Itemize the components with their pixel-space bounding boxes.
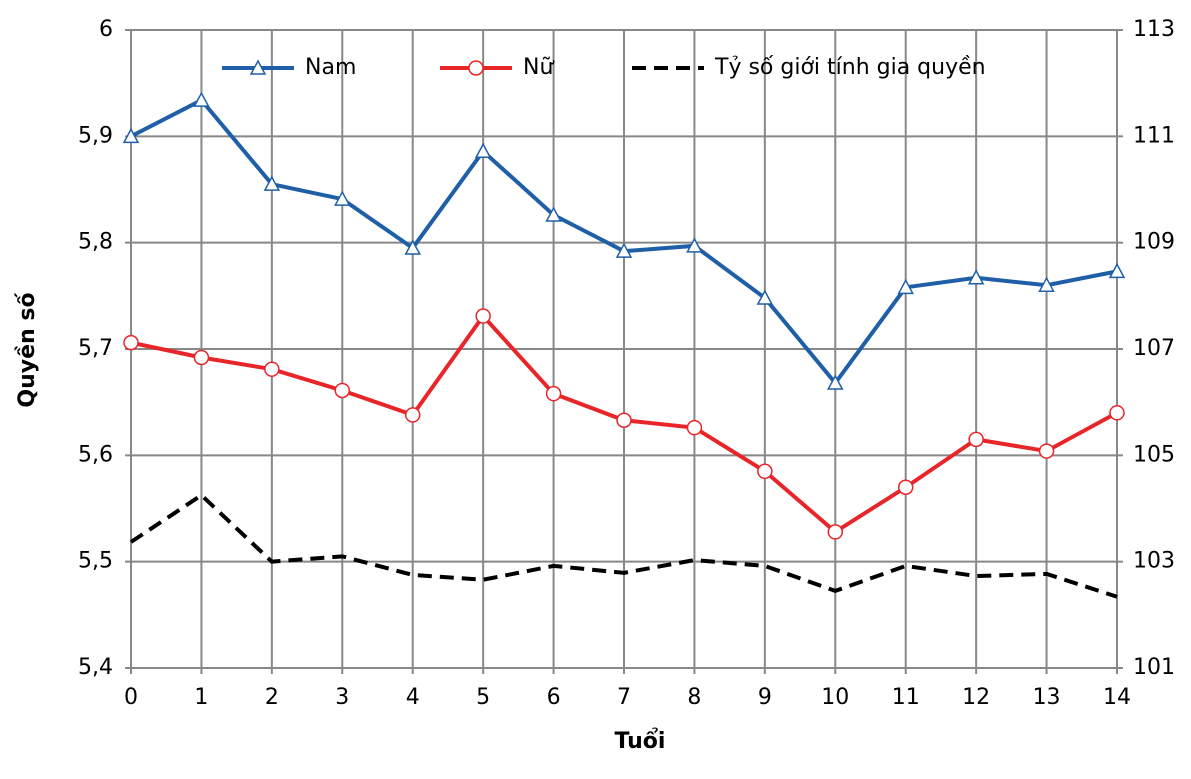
y2-tick-label: 103 bbox=[1133, 549, 1175, 574]
data-point bbox=[686, 419, 703, 436]
y-tick-label: 5,7 bbox=[78, 336, 113, 361]
y2-tick-label: 113 bbox=[1133, 17, 1175, 42]
y-tick-label: 5,9 bbox=[78, 123, 113, 148]
y2-tick-label: 107 bbox=[1133, 336, 1175, 361]
legend-label: Tỷ số giới tính gia quyền bbox=[714, 55, 986, 80]
data-point bbox=[475, 308, 491, 324]
y-tick-label: 5,8 bbox=[78, 230, 113, 255]
y-tick-label: 6 bbox=[99, 17, 113, 42]
legend-marker bbox=[249, 59, 267, 75]
data-point bbox=[474, 142, 492, 158]
data-point bbox=[545, 385, 562, 402]
data-point bbox=[123, 334, 139, 351]
data-point bbox=[404, 407, 421, 423]
data-point bbox=[757, 463, 773, 480]
x-tick-label: 10 bbox=[821, 685, 849, 710]
data-point bbox=[615, 242, 633, 258]
y-tick-label: 5,6 bbox=[78, 442, 113, 467]
data-point bbox=[264, 361, 280, 377]
data-point bbox=[1109, 405, 1125, 421]
data-point bbox=[1108, 262, 1126, 279]
legend-label: Nam bbox=[305, 55, 356, 80]
data-point bbox=[545, 206, 562, 222]
y2-tick-label: 101 bbox=[1133, 655, 1175, 680]
data-point bbox=[616, 412, 632, 428]
legend-label: Nữ bbox=[523, 55, 554, 80]
x-tick-label: 7 bbox=[617, 685, 631, 710]
x-axis-label: Tuổi bbox=[615, 728, 666, 754]
y-axis-label: Quyền số bbox=[15, 292, 40, 407]
data-point bbox=[827, 524, 844, 540]
data-point bbox=[897, 479, 914, 495]
data-point bbox=[827, 374, 844, 390]
series-line bbox=[129, 492, 1118, 599]
data-point bbox=[756, 289, 774, 305]
x-tick-label: 6 bbox=[547, 685, 561, 710]
x-tick-label: 14 bbox=[1103, 685, 1131, 710]
data-point bbox=[193, 349, 210, 366]
data-point bbox=[1038, 276, 1055, 292]
x-tick-label: 0 bbox=[124, 685, 138, 710]
data-point bbox=[897, 278, 914, 295]
x-tick-label: 2 bbox=[265, 685, 279, 710]
x-tick-label: 1 bbox=[194, 685, 208, 710]
data-point bbox=[404, 239, 421, 255]
data-point bbox=[968, 431, 984, 448]
x-tick-label: 8 bbox=[687, 685, 701, 710]
data-point bbox=[967, 269, 985, 285]
data-point bbox=[334, 190, 351, 206]
x-tick-label: 13 bbox=[1033, 685, 1061, 710]
data-point bbox=[122, 127, 140, 144]
data-point bbox=[334, 382, 351, 399]
data-point bbox=[263, 175, 281, 191]
y-tick-label: 5,4 bbox=[78, 655, 113, 680]
data-point bbox=[686, 237, 703, 253]
y2-tick-label: 109 bbox=[1133, 230, 1175, 255]
y2-tick-label: 111 bbox=[1133, 123, 1175, 148]
data-point bbox=[1038, 443, 1055, 459]
y-tick-label: 5,5 bbox=[78, 549, 113, 574]
x-tick-label: 4 bbox=[406, 685, 420, 710]
x-tick-label: 9 bbox=[758, 685, 772, 710]
data-point bbox=[193, 91, 210, 107]
y2-tick-label: 105 bbox=[1133, 442, 1175, 467]
x-tick-label: 5 bbox=[476, 685, 490, 710]
x-tick-label: 12 bbox=[962, 685, 990, 710]
x-tick-label: 11 bbox=[892, 685, 920, 710]
legend-marker bbox=[468, 60, 484, 76]
x-tick-label: 3 bbox=[335, 685, 349, 710]
